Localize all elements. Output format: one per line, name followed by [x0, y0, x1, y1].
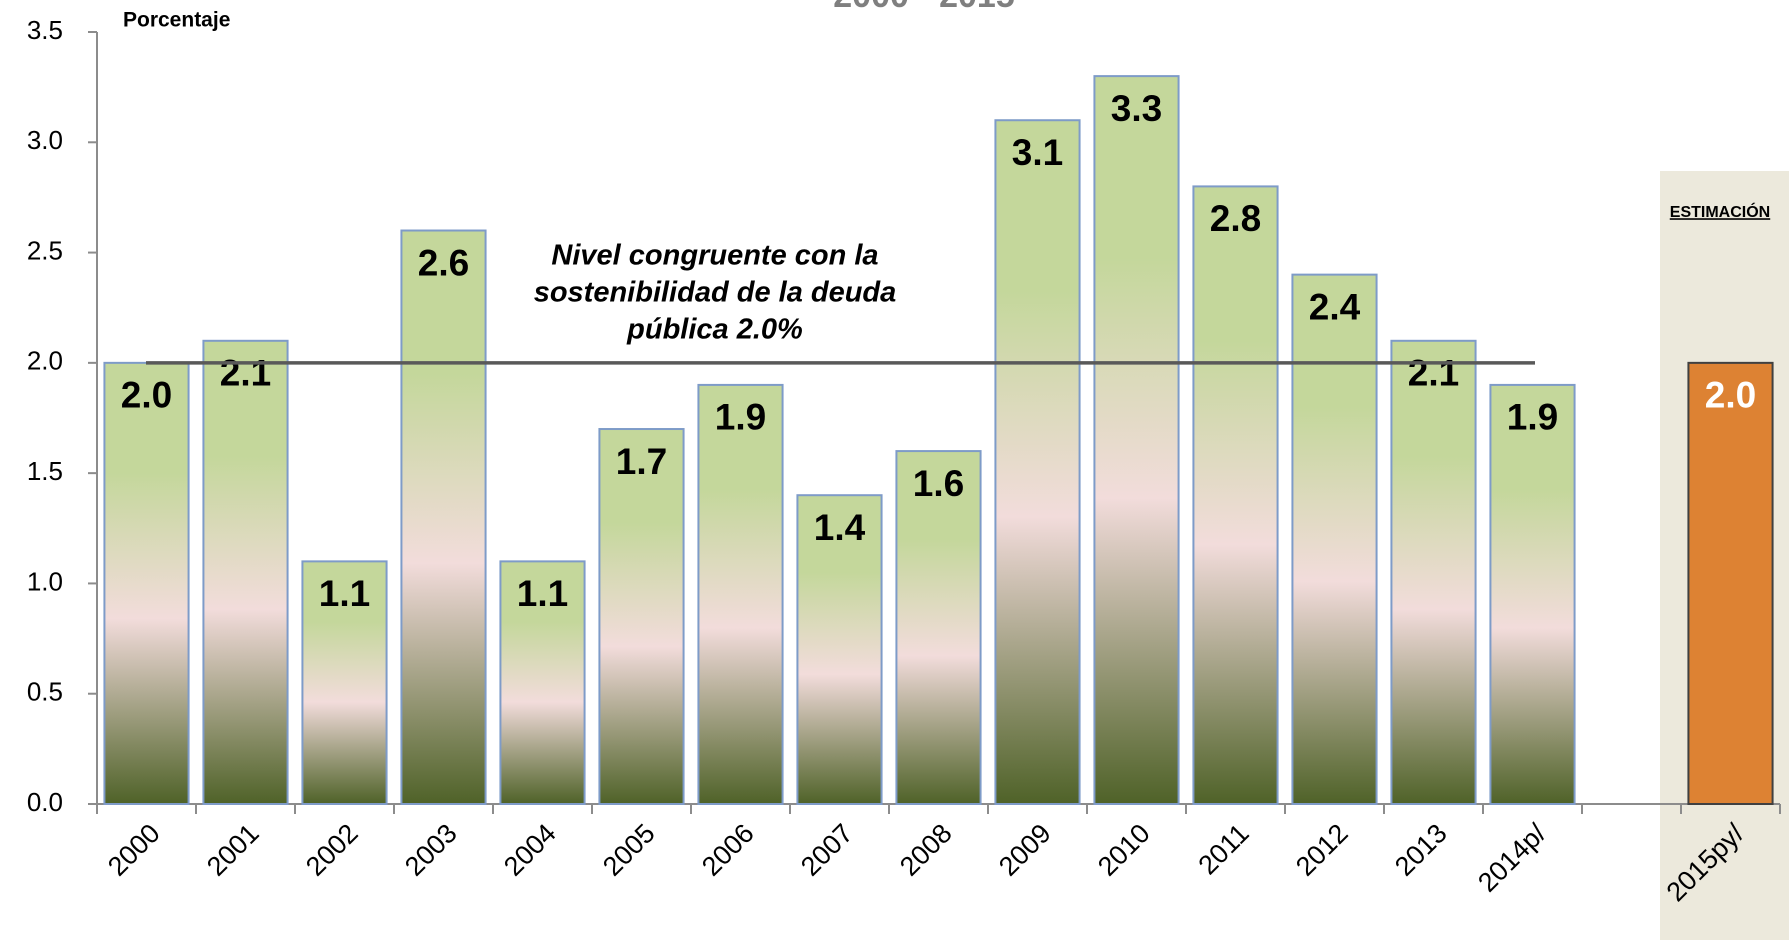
x-tick-label: 2002	[300, 818, 364, 882]
reference-annotation: Nivel congruente con la	[551, 240, 878, 272]
chart-title: 2000 - 2015	[833, 0, 1015, 15]
x-tick-label: 2006	[696, 818, 760, 882]
y-tick-label: 2.5	[27, 235, 63, 265]
value-label: 1.9	[715, 397, 766, 438]
bar	[1291, 273, 1378, 805]
value-label: 2.1	[1408, 353, 1459, 394]
reference-annotation: pública 2.0%	[626, 314, 803, 346]
y-tick-label: 0.5	[27, 677, 63, 707]
value-label: 1.9	[1507, 397, 1558, 438]
x-tick-label: 2007	[795, 818, 859, 882]
bar	[400, 229, 487, 805]
y-tick-label: 1.5	[27, 456, 63, 486]
x-tick-label: 2009	[993, 818, 1057, 882]
y-axis-label: Porcentaje	[123, 9, 230, 32]
value-label: 2.0	[121, 375, 172, 416]
x-tick-label: 2005	[597, 818, 661, 882]
y-tick-label: 3.5	[27, 15, 63, 45]
value-label: 1.6	[913, 463, 964, 504]
value-label: 1.7	[616, 441, 667, 482]
value-label: 2.0	[1705, 375, 1756, 416]
value-label: 1.4	[814, 507, 866, 548]
estimation-label: ESTIMACIÓN	[1670, 202, 1770, 221]
value-label: 2.8	[1210, 198, 1261, 239]
value-label: 3.1	[1012, 132, 1063, 173]
value-label: 3.3	[1111, 88, 1162, 129]
value-label: 2.4	[1309, 286, 1361, 327]
bar	[1489, 383, 1576, 805]
bar	[1093, 75, 1180, 806]
bar	[1390, 339, 1477, 805]
x-tick-label: 2008	[894, 818, 958, 882]
bar	[1192, 185, 1279, 805]
value-label: 1.1	[517, 573, 568, 614]
y-tick-label: 2.0	[27, 346, 63, 376]
bar	[103, 361, 190, 805]
bar	[301, 560, 388, 805]
value-label: 1.1	[319, 573, 370, 614]
x-tick-label: 2004	[498, 818, 562, 882]
bar	[994, 119, 1081, 805]
x-tick-label: 2001	[201, 818, 265, 882]
y-tick-label: 3.0	[27, 125, 63, 155]
bar	[895, 450, 982, 805]
reference-annotation: sostenibilidad de la deuda	[534, 277, 897, 309]
value-label: 2.1	[220, 353, 271, 394]
bar	[202, 339, 289, 805]
x-tick-label: 2000	[102, 818, 166, 882]
x-tick-label: 2011	[1193, 818, 1255, 880]
bar	[796, 494, 883, 805]
x-tick-label: 2012	[1290, 818, 1354, 882]
bar	[499, 560, 586, 805]
value-label: 2.6	[418, 242, 469, 283]
y-tick-label: 1.0	[27, 566, 63, 596]
x-tick-label: 2013	[1389, 818, 1453, 882]
y-tick-label: 0.0	[27, 787, 63, 817]
x-tick-label: 2003	[399, 818, 463, 882]
bar	[1687, 361, 1774, 805]
bar	[697, 383, 784, 805]
x-tick-label: 2014p/	[1472, 818, 1552, 898]
x-tick-label: 2010	[1092, 818, 1156, 882]
bar	[598, 428, 685, 805]
